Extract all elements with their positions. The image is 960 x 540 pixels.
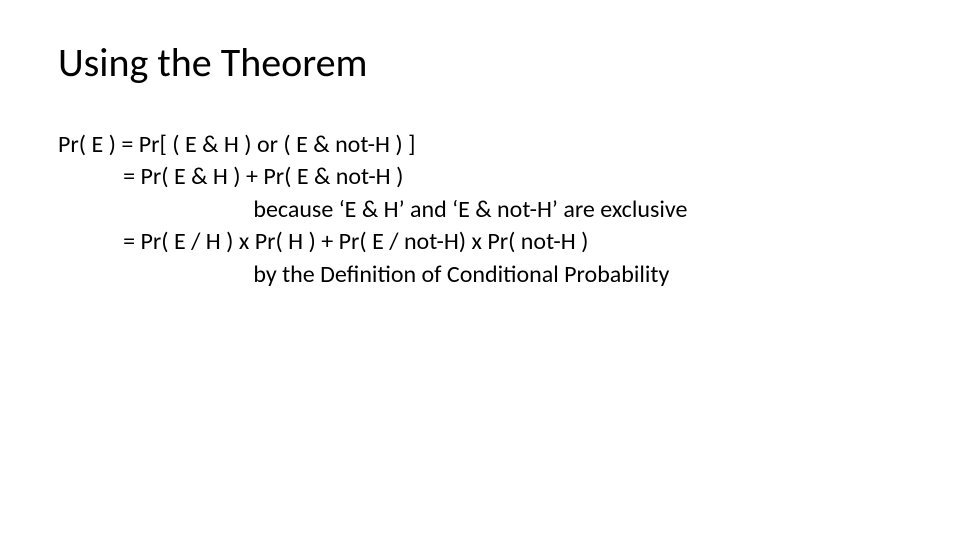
- body-line: Pr( E ) = Pr[ ( E & H ) or ( E & not-H )…: [58, 129, 902, 161]
- body-line: by the Definition of Conditional Probabi…: [58, 259, 902, 291]
- body-line: because ‘E & H’ and ‘E & not-H’ are excl…: [58, 194, 902, 226]
- slide-body: Pr( E ) = Pr[ ( E & H ) or ( E & not-H )…: [58, 129, 902, 291]
- body-line: = Pr( E / H ) x Pr( H ) + Pr( E / not-H)…: [58, 226, 902, 258]
- slide-title: Using the Theorem: [58, 38, 902, 87]
- body-line: = Pr( E & H ) + Pr( E & not-H ): [58, 161, 902, 193]
